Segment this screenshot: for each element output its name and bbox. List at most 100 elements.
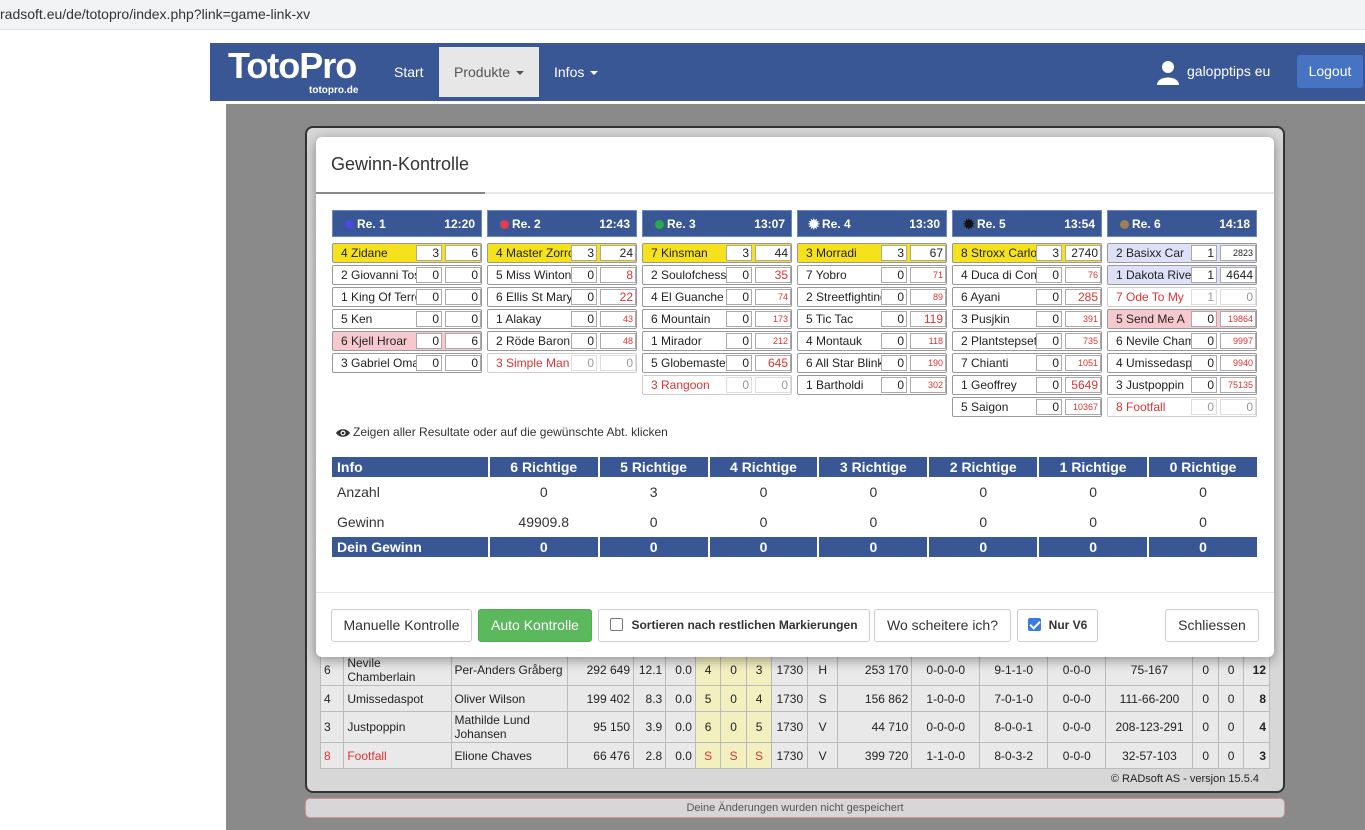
horse-row[interactable]: 5 Miss Winton 0 8	[487, 265, 637, 285]
v6-toggle[interactable]: Nur V6	[1017, 609, 1098, 642]
results-header: 6 Richtige	[488, 457, 600, 477]
sort-checkbox[interactable]	[610, 618, 624, 631]
background-cell: 0-0-0	[1047, 685, 1107, 712]
horse-row[interactable]: 6 Ellis St Mary 0 22	[487, 287, 637, 307]
horse-row[interactable]: 7 Yobro 0 71	[797, 265, 947, 285]
address-bar[interactable]: radsoft.eu/de/totopro/index.php?link=gam…	[0, 0, 1365, 30]
horse-row[interactable]: 4 El Guanche 0 74	[642, 287, 792, 307]
horse-row[interactable]: 6 Nevile Chamberlain09997	[1107, 331, 1257, 351]
horse-row[interactable]: 2 Röde Baron 0 48	[487, 331, 637, 351]
race-header[interactable]: ✹ Re. 4 13:30	[797, 210, 947, 237]
results-footer-cell: 0	[488, 537, 600, 557]
v6-checkbox[interactable]	[1027, 618, 1041, 631]
horse-row[interactable]: 1 Bartholdi 0 302	[797, 375, 947, 395]
background-cell: 5	[694, 685, 722, 712]
horse-row[interactable]: 6 Kjell Hroar 0 6	[332, 331, 482, 351]
horse-row[interactable]: 1 King Of Terror00	[332, 287, 482, 307]
nav-start[interactable]: Start	[394, 64, 424, 80]
horse-row[interactable]: 1 Alakay 0 43	[487, 309, 637, 329]
horse-row[interactable]: 1 Dakota River 1 4644	[1107, 265, 1257, 285]
race-header[interactable]: Re. 3 13:07	[642, 210, 792, 237]
horse-name: 2 Basixx Car	[1116, 246, 1185, 260]
horse-row[interactable]: 7 Kinsman 3 44	[642, 243, 792, 263]
results-cell: Anzahl	[337, 484, 380, 500]
horse-row[interactable]: 2 Streetfighting 0 89	[797, 287, 947, 307]
horse-row[interactable]: 1 Mirador 0 212	[642, 331, 792, 351]
horse-row[interactable]: 6 All Star Blink 0 190	[797, 353, 947, 373]
user-menu[interactable]: galopptips eu	[1156, 57, 1270, 86]
horse-row[interactable]: 3 Morradi 3 67	[797, 243, 947, 263]
horse-row[interactable]: 2 Giovanni Tosi 0 0	[332, 265, 482, 285]
horse-row[interactable]: 3 Simple Man 0 0	[487, 353, 637, 373]
auto-check-button[interactable]: Auto Kontrolle	[478, 609, 592, 642]
horse-row[interactable]: 2 Basixx Car 1 2823	[1107, 243, 1257, 263]
horse-row[interactable]: 7 Chianti 0 1051	[952, 353, 1102, 373]
horse-row[interactable]: 5 Globemaster 0 645	[642, 353, 792, 373]
horse-marks: 0	[726, 311, 752, 327]
background-cell: 2.8	[632, 742, 667, 769]
horse-row[interactable]: 4 Master Zorro 3 24	[487, 243, 637, 263]
race-header[interactable]: Re. 6 14:18	[1107, 210, 1257, 237]
nav-infos[interactable]: Infos	[539, 47, 613, 97]
horse-marks: 0	[726, 289, 752, 305]
horse-row[interactable]: 3 Gabriel Omar 0 0	[332, 353, 482, 373]
horse-value: 74	[755, 289, 791, 305]
horse-name: 7 Yobro	[806, 268, 847, 282]
horse-marks: 3	[1036, 245, 1062, 261]
results-cell: Gewinn	[337, 514, 385, 530]
horse-row[interactable]: 5 Ken 0 0	[332, 309, 482, 329]
background-cell: 66 476	[567, 742, 634, 769]
background-cell: Mathilde Lund Johansen	[450, 711, 569, 743]
race-time: 13:30	[909, 217, 940, 231]
horse-row[interactable]: 3 Pusjkin 0 391	[952, 309, 1102, 329]
horse-marks: 0	[881, 377, 907, 393]
horse-row[interactable]: 8 Footfall 0 0	[1107, 397, 1257, 417]
horse-row[interactable]: 4 Duca di Como076	[952, 265, 1102, 285]
horse-row[interactable]: 5 Tic Tac 0 119	[797, 309, 947, 329]
background-cell: 0	[1192, 685, 1219, 712]
gewinn-kontrolle-dialog: Gewinn-Kontrolle Re. 1 12:20 4 Zidane 3 6 2 G…	[316, 137, 1274, 657]
horse-value: 212	[755, 333, 791, 349]
horse-row[interactable]: 8 Stroxx Carlos 3 2740	[952, 243, 1102, 263]
results-cell: 0	[649, 514, 658, 530]
where-fail-button[interactable]: Wo scheitere ich?	[874, 609, 1011, 642]
horse-row[interactable]: 4 Zidane 3 6	[332, 243, 482, 263]
race-header[interactable]: Re. 1 12:20	[332, 210, 482, 237]
logout-button[interactable]: Logout	[1297, 55, 1363, 88]
dialog-title: Gewinn-Kontrolle	[331, 154, 470, 174]
horse-value: 119	[910, 311, 946, 327]
horse-marks: 3	[571, 245, 597, 261]
results-row: Anzahl 0 3 0 0 0 0 0	[332, 477, 1258, 507]
horse-value: 0	[1220, 289, 1256, 305]
horse-row[interactable]: 6 Mountain 0 173	[642, 309, 792, 329]
horse-marks: 0	[881, 355, 907, 371]
background-cell: 399 720	[837, 742, 913, 769]
horse-name: 4 El Guanche	[651, 290, 724, 304]
results-cell: 0	[759, 484, 768, 500]
eye-icon[interactable]	[336, 428, 350, 438]
horse-row[interactable]: 4 Umissedaspot09940	[1107, 353, 1257, 373]
horse-row[interactable]: 3 Justpoppin 0 75135	[1107, 375, 1257, 395]
horse-row[interactable]: 5 Saigon 0 10367	[952, 397, 1102, 417]
close-button[interactable]: Schliessen	[1165, 609, 1259, 642]
horse-marks: 1	[1191, 245, 1217, 261]
nav-produkte[interactable]: Produkte	[439, 47, 540, 97]
horse-row[interactable]: 2 Plantstepset 0 735	[952, 331, 1102, 351]
horse-value: 285	[1065, 289, 1101, 305]
nav-produkte-label: Produkte	[454, 64, 511, 80]
sort-toggle[interactable]: Sortieren nach restlichen Markierungen	[598, 609, 870, 642]
horse-row[interactable]: 4 Montauk 0 118	[797, 331, 947, 351]
horse-row[interactable]: 6 Ayani 0 285	[952, 287, 1102, 307]
results-cell: 0	[759, 514, 768, 530]
race-header[interactable]: ✹ Re. 5 13:54	[952, 210, 1102, 237]
horse-row[interactable]: 7 Ode To My 1 0	[1107, 287, 1257, 307]
horse-row[interactable]: 2 Soulofchess 0 35	[642, 265, 792, 285]
horse-row[interactable]: 3 Rangoon 0 0	[642, 375, 792, 395]
manual-check-button[interactable]: Manuelle Kontrolle	[331, 609, 472, 642]
race-header[interactable]: Re. 2 12:43	[487, 210, 637, 237]
logo[interactable]: TotoPro	[228, 45, 357, 86]
horse-value: 0	[1220, 399, 1256, 415]
horse-row[interactable]: 5 Send Me A 0 19864	[1107, 309, 1257, 329]
background-cell: 0	[1217, 742, 1245, 769]
horse-row[interactable]: 1 Geoffrey 0 5649	[952, 375, 1102, 395]
